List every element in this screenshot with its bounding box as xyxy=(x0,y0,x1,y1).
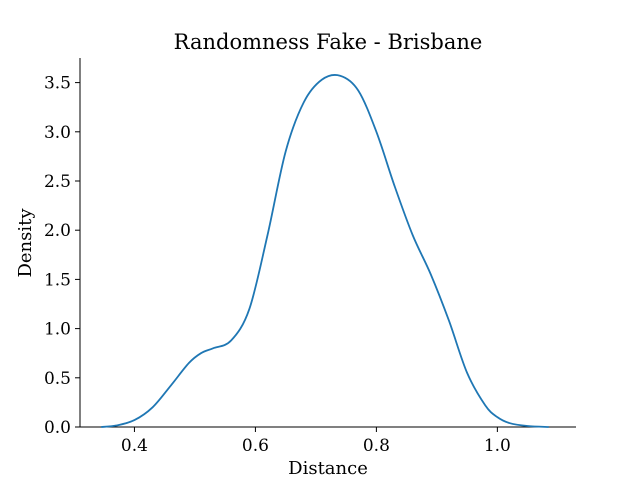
y-tick-label: 1.5 xyxy=(44,270,71,290)
x-tick-label: 0.8 xyxy=(363,436,390,456)
y-tick-label: 2.5 xyxy=(44,172,71,192)
y-axis-ticks: 0.0 0.5 1.0 1.5 2.0 2.5 3.0 3.5 xyxy=(44,74,80,438)
y-tick-label: 1.0 xyxy=(44,320,71,340)
y-tick-label: 3.5 xyxy=(44,74,71,94)
x-axis-ticks: 0.4 0.6 0.8 1.0 xyxy=(121,427,511,456)
x-tick-label: 1.0 xyxy=(484,436,511,456)
y-axis-label: Density xyxy=(15,208,36,278)
y-tick-label: 0.0 xyxy=(44,418,71,438)
y-tick-label: 2.0 xyxy=(44,221,71,241)
x-tick-label: 0.4 xyxy=(121,436,148,456)
x-axis-label: Distance xyxy=(288,458,368,479)
x-tick-label: 0.6 xyxy=(242,436,269,456)
chart-title: Randomness Fake - Brisbane xyxy=(174,30,483,54)
y-tick-label: 3.0 xyxy=(44,123,71,143)
y-tick-label: 0.5 xyxy=(44,369,71,389)
density-curve-line xyxy=(101,74,549,428)
